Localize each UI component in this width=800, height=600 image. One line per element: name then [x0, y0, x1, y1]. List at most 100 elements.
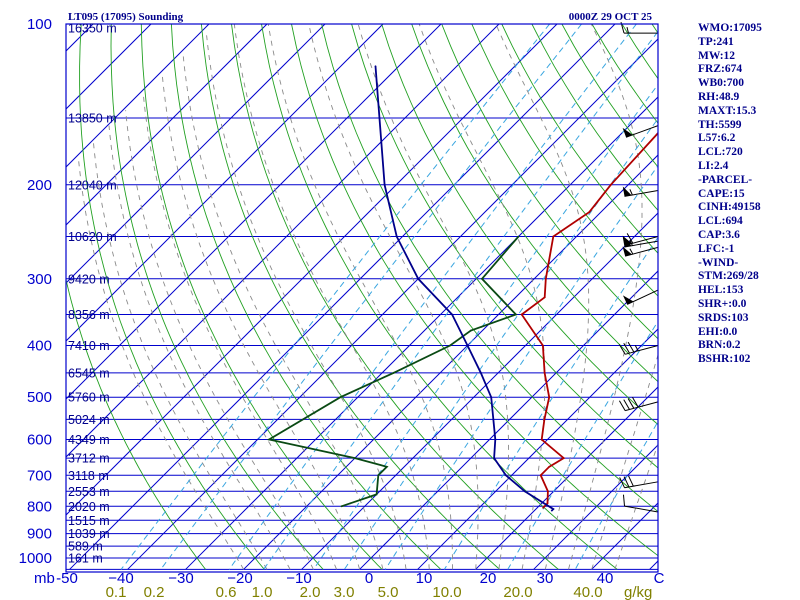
pressure-label: 100	[27, 16, 52, 33]
sounding-traces	[266, 65, 658, 512]
wind-barb-full	[632, 397, 639, 408]
moist-adiabat-line	[357, 24, 509, 570]
pressure-axis-labels: 100 200 300 400 500 600 700 800 900 1000	[19, 16, 52, 567]
parcel-point	[505, 474, 507, 477]
stat-line: CINH:49158	[698, 201, 761, 214]
dry-adiabat-line	[261, 24, 618, 570]
stat-line: LCL:694	[698, 215, 743, 228]
temperature-point	[542, 344, 544, 347]
dewpoint-point	[339, 396, 342, 399]
isotherm-line	[66, 24, 442, 400]
isotherm-line	[66, 24, 268, 226]
pressure-unit-label: mb	[34, 570, 55, 587]
dry-adiabat-line	[231, 24, 559, 570]
isotherm-line	[243, 154, 658, 570]
dewpoint-point	[449, 344, 451, 347]
height-label: 3118 m	[68, 469, 109, 483]
stat-line: BSHR:102	[698, 353, 751, 366]
temperature-point	[542, 506, 544, 509]
moist-adiabat-line	[125, 110, 314, 570]
wind-barb	[622, 125, 659, 138]
plot-frame	[65, 23, 659, 573]
pressure-label: 500	[27, 389, 52, 406]
dry-adiabat-line	[79, 24, 265, 570]
stats-panel: WMO:17095 TP:241 MW:12 FRZ:674 WB0:700 RH:48.…	[698, 22, 798, 367]
temperature-point	[543, 371, 546, 374]
wind-barb-half	[634, 345, 639, 352]
height-label: 161 m	[68, 552, 103, 566]
isotherm-line	[66, 24, 326, 284]
wind-barb-full	[618, 344, 626, 355]
stat-line: MW:12	[698, 49, 736, 62]
height-label: 2553 m	[68, 485, 110, 499]
isotherm-line	[69, 24, 616, 570]
temperature-point	[543, 296, 546, 299]
dry-adiabat-line	[66, 277, 206, 570]
stat-line: EHI:0.0	[698, 325, 738, 338]
isotherm-line	[475, 386, 658, 570]
height-label: 5024 m	[68, 413, 110, 427]
wind-barb-pennant	[622, 186, 632, 197]
wind-barb-pennant	[622, 295, 634, 305]
height-label: 5760 m	[68, 391, 110, 405]
dewpoint-point	[377, 474, 380, 477]
parcel-point	[395, 235, 398, 238]
temperature-tick-label: 20	[480, 570, 497, 587]
parcel-point	[552, 508, 555, 510]
dewpoint-point	[517, 235, 520, 238]
stat-line: SHR+:0.0	[698, 297, 747, 310]
pressure-label: 400	[27, 338, 52, 355]
dry-adiabat-line	[471, 24, 658, 297]
moist-adiabat-line	[182, 56, 384, 570]
wind-barb	[622, 237, 659, 248]
wind-barb-full	[619, 477, 625, 488]
isotherm-line	[66, 24, 500, 458]
wind-barb-half	[626, 26, 629, 34]
moist-adiabat-line	[233, 24, 430, 570]
mixing-ratio-label: 5.0	[378, 584, 399, 600]
moist-adiabat-line	[108, 125, 291, 570]
dewpoint-point	[392, 371, 395, 374]
height-label: 4349 m	[68, 433, 110, 447]
temperature-point	[543, 418, 546, 421]
stat-line: CAPE:15	[698, 187, 745, 200]
wind-barb	[622, 289, 659, 305]
isotherm-line	[0, 24, 35, 569]
height-label: 16350 m	[68, 22, 117, 36]
dewpoint-point	[354, 457, 356, 459]
moist-adiabat-line	[142, 93, 337, 570]
pressure-label: 200	[27, 177, 52, 194]
wind-barbs	[618, 21, 659, 513]
wind-barb-pennant	[622, 246, 632, 257]
dewpoint-point	[515, 313, 517, 316]
mixing-ratio-label: 2.0	[300, 584, 321, 600]
stat-line: LI:2.4	[698, 159, 729, 172]
stat-line: STM:269/28	[698, 270, 759, 283]
temperature-tick-label: 0	[365, 570, 373, 587]
wind-barb-full	[627, 398, 635, 409]
height-label: 3712 m	[68, 452, 110, 466]
pressure-label: 700	[27, 467, 52, 484]
temperature-point	[588, 211, 591, 214]
background-lines	[0, 24, 658, 570]
stat-line: WB0:700	[698, 77, 744, 90]
temperature-unit-label: C	[654, 570, 665, 587]
stat-line: TH:5599	[698, 118, 742, 131]
wind-barb	[622, 494, 659, 513]
wind-barb-half	[629, 189, 633, 196]
dewpoint-point	[385, 465, 388, 468]
moist-adiabat-line	[495, 24, 590, 570]
wind-barb-full	[622, 494, 626, 507]
stat-line: LCL:720	[698, 146, 743, 159]
mixing-ratio-line	[574, 420, 658, 570]
temperature-tick-label: 30	[537, 570, 554, 587]
pressure-label: 600	[27, 432, 52, 449]
wind-barb-staff	[625, 345, 659, 355]
wind-barb	[622, 246, 659, 257]
temperature-point	[520, 313, 523, 316]
wind-barb-half	[629, 239, 633, 246]
temperature-point	[547, 490, 549, 493]
height-label: 13850 m	[68, 112, 117, 126]
pressure-label: 900	[27, 526, 52, 543]
dry-adiabat-line	[200, 24, 500, 570]
